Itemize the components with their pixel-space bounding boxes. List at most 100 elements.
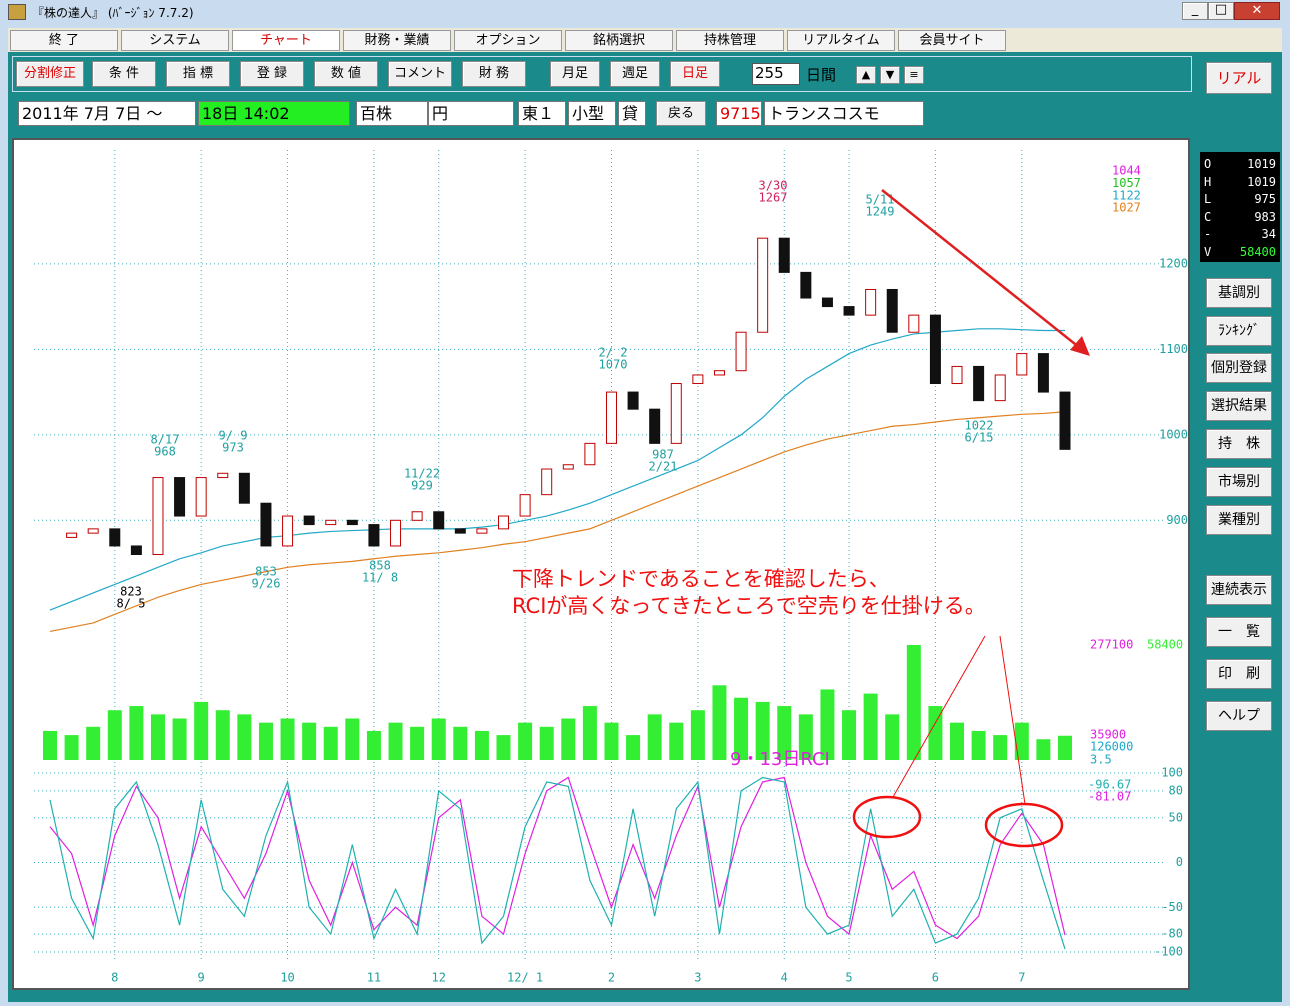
side-button[interactable]: 選択結果 xyxy=(1206,391,1272,421)
menu-tab[interactable]: 財務・業績 xyxy=(343,30,451,51)
volume-label: 58400 xyxy=(1147,638,1183,652)
side-button[interactable]: 基調別 xyxy=(1206,278,1272,308)
side-button[interactable]: 個別登録 xyxy=(1206,353,1272,383)
menu-tab[interactable]: 会員サイト xyxy=(898,30,1006,51)
scroll-button[interactable]: ▼ xyxy=(880,66,900,84)
side-button[interactable]: ヘルプ xyxy=(1206,701,1272,731)
candle xyxy=(238,472,250,504)
menu-tab[interactable]: リアルタイム xyxy=(787,30,895,51)
chart: 900 1000 1100 1200 8 9 10 11 12 12/ 1 2 3 4 5 6 7 100 80 5… xyxy=(12,138,1190,990)
volume-bar xyxy=(842,710,857,760)
candle xyxy=(670,383,682,444)
toolbar-button[interactable]: 分割修正 xyxy=(16,61,84,87)
quote-value: 975 xyxy=(1254,192,1276,206)
candle xyxy=(757,237,769,333)
realtime-button[interactable]: リアル xyxy=(1206,62,1272,94)
pointer-line xyxy=(892,635,986,798)
menu-tab[interactable]: 持株管理 xyxy=(676,30,784,51)
y-tick-label: 1100 xyxy=(1159,342,1188,356)
toolbar-button[interactable]: 週足 xyxy=(610,61,660,87)
y-tick-label: -50 xyxy=(1161,900,1183,914)
side-button[interactable]: ﾗﾝｷﾝｸﾞ xyxy=(1206,316,1272,346)
x-tick-label: 3 xyxy=(694,971,701,985)
menu-tab[interactable]: 終 了 xyxy=(10,30,118,51)
menu-tab[interactable]: 銘柄選択 xyxy=(565,30,673,51)
volume-bar xyxy=(518,722,533,760)
volume-bar xyxy=(172,718,187,760)
side-button[interactable]: 業種別 xyxy=(1206,505,1272,535)
volume-bar xyxy=(496,735,511,760)
volume-bar xyxy=(993,735,1008,760)
minimize[interactable]: _ xyxy=(1182,2,1208,20)
candle xyxy=(498,515,510,530)
scroll-button[interactable]: ▲ xyxy=(856,66,876,84)
x-tick-label: 9 xyxy=(198,971,205,985)
back-button[interactable]: 戻る xyxy=(656,101,706,126)
annotation-date: 11/22 xyxy=(404,467,440,481)
y-tick-label: 100 xyxy=(1161,766,1183,780)
volume-bar xyxy=(215,710,230,760)
menu-tab[interactable]: チャート xyxy=(232,30,340,51)
y-tick-label: -80 xyxy=(1161,927,1183,941)
highlight-ring xyxy=(852,795,922,839)
quote-label: H xyxy=(1204,174,1212,189)
x-tick-label: 4 xyxy=(781,971,788,985)
side-button[interactable]: 持 株 xyxy=(1206,429,1272,459)
annotation-price: 858 xyxy=(369,559,391,573)
toolbar-button[interactable]: 登 録 xyxy=(240,61,304,87)
volume-bar xyxy=(366,730,381,760)
series-line xyxy=(49,776,1066,940)
candle xyxy=(195,477,207,517)
volume-bar xyxy=(906,645,921,760)
y-tick-label: -100 xyxy=(1154,945,1183,959)
volume-bar xyxy=(258,722,273,760)
side-button[interactable]: 市場別 xyxy=(1206,467,1272,497)
volume-bar xyxy=(669,722,684,760)
toolbar-button[interactable]: 日足 xyxy=(670,61,720,87)
volume-bar xyxy=(410,726,425,760)
candle xyxy=(562,464,574,470)
toolbar-button[interactable]: 条 件 xyxy=(92,61,156,87)
annotation-price: 1249 xyxy=(866,205,895,219)
scroll-button[interactable]: ≡ xyxy=(904,66,924,84)
maximize[interactable]: □ xyxy=(1208,2,1234,20)
menu-tab[interactable]: オプション xyxy=(454,30,562,51)
annotation-date: 9/ 9 xyxy=(219,429,248,443)
volume-bar xyxy=(777,706,792,760)
candle xyxy=(692,374,704,385)
volume-label: 277100 xyxy=(1090,638,1133,652)
volume-bar xyxy=(885,714,900,760)
rci-last: -81.07 xyxy=(1088,790,1131,804)
toolbar-button[interactable]: 指 標 xyxy=(166,61,230,87)
ma-label: 1057 xyxy=(1112,176,1141,190)
toolbar-button[interactable]: 数 値 xyxy=(314,61,378,87)
pointer-line xyxy=(999,635,1026,805)
candle xyxy=(109,528,121,547)
toolbar-button[interactable]: コメント xyxy=(388,61,452,87)
side-button[interactable]: 連続表示 xyxy=(1206,575,1272,605)
y-tick-label: 1000 xyxy=(1159,427,1188,441)
ma-label: 1027 xyxy=(1112,201,1141,215)
volume-bar xyxy=(734,697,749,760)
toolbar-button[interactable]: 財 務 xyxy=(462,61,526,87)
volume-bar xyxy=(388,722,403,760)
quote-label: C xyxy=(1204,209,1212,224)
candle xyxy=(130,545,142,556)
toolbar-button[interactable]: 月足 xyxy=(550,61,600,87)
side-button[interactable]: 印 刷 xyxy=(1206,659,1272,689)
rci-last: -96.67 xyxy=(1088,778,1131,792)
side-button[interactable]: 一 覧 xyxy=(1206,617,1272,647)
candle xyxy=(346,519,358,526)
annotation-date: 3/30 xyxy=(759,179,788,193)
close[interactable]: ✕ xyxy=(1234,2,1280,20)
annotation-date: 9/26 xyxy=(252,577,281,591)
candle xyxy=(865,288,877,316)
candle xyxy=(325,519,337,526)
annotation-price: 1070 xyxy=(599,358,628,372)
period-select[interactable]: 255 xyxy=(752,63,800,85)
menu-tab[interactable]: システム xyxy=(121,30,229,51)
x-tick-label: 7 xyxy=(1018,971,1025,985)
volume-bar xyxy=(820,689,835,760)
volume-label: 126000 xyxy=(1090,740,1133,754)
